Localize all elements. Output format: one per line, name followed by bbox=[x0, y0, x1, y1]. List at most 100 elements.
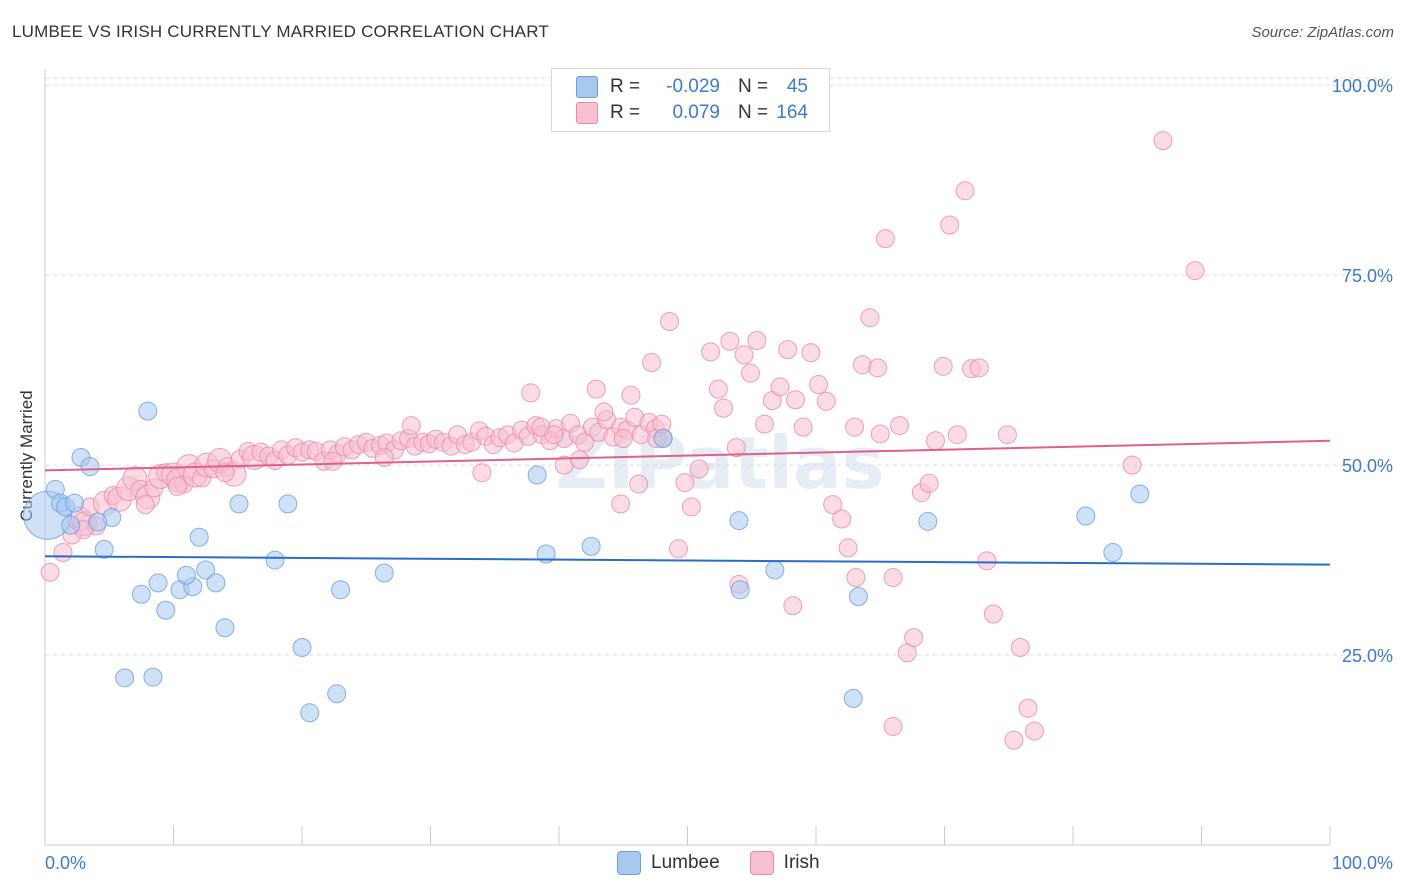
lumbee-point bbox=[374, 563, 394, 583]
lumbee-point bbox=[65, 493, 85, 513]
irish-point bbox=[544, 425, 564, 445]
tick-labels: 25.0% 50.0% 75.0% 100.0% 0.0% 100.0% bbox=[45, 76, 1393, 873]
trend-lines bbox=[44, 439, 1331, 566]
irish-point bbox=[681, 497, 701, 517]
legend-n-value: 45 bbox=[786, 76, 808, 97]
x-tick-label: 100.0% bbox=[1332, 853, 1393, 873]
irish-point bbox=[734, 345, 754, 365]
irish-point bbox=[669, 539, 689, 559]
lumbee-point bbox=[848, 587, 868, 607]
y-tick-label: 75.0% bbox=[1342, 266, 1393, 286]
lumbee-point bbox=[143, 667, 163, 687]
irish-point bbox=[883, 716, 903, 736]
irish-point bbox=[374, 448, 394, 467]
x-tick-label: 0.0% bbox=[45, 853, 86, 873]
grid bbox=[45, 77, 1392, 656]
lumbee-point bbox=[729, 511, 749, 531]
lumbee-point bbox=[581, 536, 601, 556]
irish-point bbox=[611, 494, 631, 514]
legend-row-irish: R = 0.079 N = 164 bbox=[576, 100, 808, 126]
series-name-irish: Irish bbox=[783, 852, 820, 873]
y-tick-label: 100.0% bbox=[1332, 76, 1393, 96]
lumbee-point bbox=[215, 618, 235, 638]
irish-point bbox=[40, 562, 60, 582]
irish-point bbox=[997, 425, 1017, 445]
irish-point bbox=[846, 568, 866, 588]
series-legend-irish[interactable]: Irish bbox=[749, 851, 820, 875]
irish-point bbox=[838, 538, 858, 558]
y-tick-label: 25.0% bbox=[1342, 646, 1393, 666]
lumbee-point bbox=[730, 580, 750, 600]
irish-point bbox=[713, 398, 733, 418]
data-points bbox=[23, 131, 1205, 750]
irish-point bbox=[870, 424, 890, 444]
irish-point bbox=[521, 383, 541, 403]
legend-r-label: R = bbox=[610, 76, 641, 97]
irish-point bbox=[868, 358, 888, 378]
irish-point bbox=[983, 604, 1003, 624]
lumbee-point bbox=[292, 637, 312, 657]
lumbee-point bbox=[300, 703, 320, 723]
irish-point bbox=[747, 330, 767, 350]
lumbee-point bbox=[278, 494, 298, 514]
irish-point bbox=[740, 363, 760, 383]
y-tick-label: 50.0% bbox=[1342, 456, 1393, 476]
lumbee-point bbox=[80, 457, 100, 477]
lumbee-point bbox=[331, 580, 351, 600]
irish-point bbox=[621, 385, 641, 405]
irish-point bbox=[783, 596, 803, 616]
legend-swatch-irish bbox=[576, 102, 598, 124]
lumbee-point bbox=[196, 560, 216, 580]
lumbee-point bbox=[115, 668, 135, 688]
irish-point bbox=[720, 331, 740, 351]
irish-point bbox=[1010, 637, 1030, 657]
irish-point bbox=[969, 358, 989, 378]
lumbee-point bbox=[536, 544, 556, 564]
irish-point bbox=[1018, 698, 1038, 718]
irish-point bbox=[845, 417, 865, 437]
irish-point bbox=[323, 451, 343, 471]
irish-point bbox=[785, 390, 805, 410]
series-swatch-irish bbox=[749, 851, 774, 875]
irish-point bbox=[919, 473, 939, 493]
irish-point bbox=[1185, 261, 1205, 281]
legend-swatch-lumbee bbox=[576, 76, 598, 98]
lumbee-point bbox=[765, 560, 785, 580]
legend-n-label: N = bbox=[738, 102, 769, 123]
irish-point bbox=[1004, 730, 1024, 750]
chart-title: LUMBEE VS IRISH CURRENTLY MARRIED CORREL… bbox=[12, 22, 549, 41]
lumbee-point bbox=[843, 688, 863, 708]
irish-point bbox=[977, 551, 997, 571]
irish-point bbox=[875, 229, 895, 249]
irish-point bbox=[586, 379, 606, 399]
irish-point bbox=[852, 355, 872, 375]
lumbee-point bbox=[138, 401, 158, 421]
irish-point bbox=[832, 509, 852, 529]
lumbee-point bbox=[131, 584, 151, 604]
legend-n-value: 164 bbox=[776, 102, 808, 123]
series-swatch-lumbee bbox=[617, 851, 641, 875]
lumbee-point bbox=[527, 465, 547, 485]
irish-point bbox=[933, 356, 953, 376]
irish-point bbox=[215, 463, 235, 483]
irish-point bbox=[801, 343, 821, 363]
legend-r-label: R = bbox=[610, 102, 641, 123]
legend-r-value: -0.029 bbox=[666, 76, 720, 97]
lumbee-trend-line bbox=[44, 555, 1331, 566]
lumbee-point bbox=[189, 527, 209, 547]
irish-point bbox=[1024, 721, 1044, 741]
source-label: Source: ZipAtlas.com bbox=[1251, 24, 1394, 41]
irish-point bbox=[689, 459, 709, 479]
irish-point bbox=[904, 628, 924, 648]
irish-point bbox=[926, 431, 946, 451]
series-legend-lumbee[interactable]: Lumbee bbox=[617, 851, 720, 875]
irish-point bbox=[167, 476, 187, 496]
series-name-lumbee: Lumbee bbox=[651, 852, 720, 873]
irish-point bbox=[1122, 455, 1142, 475]
irish-point bbox=[629, 474, 649, 494]
axes bbox=[44, 70, 1331, 846]
lumbee-point bbox=[1103, 542, 1123, 562]
lumbee-point bbox=[176, 565, 196, 585]
lumbee-point bbox=[61, 515, 81, 535]
